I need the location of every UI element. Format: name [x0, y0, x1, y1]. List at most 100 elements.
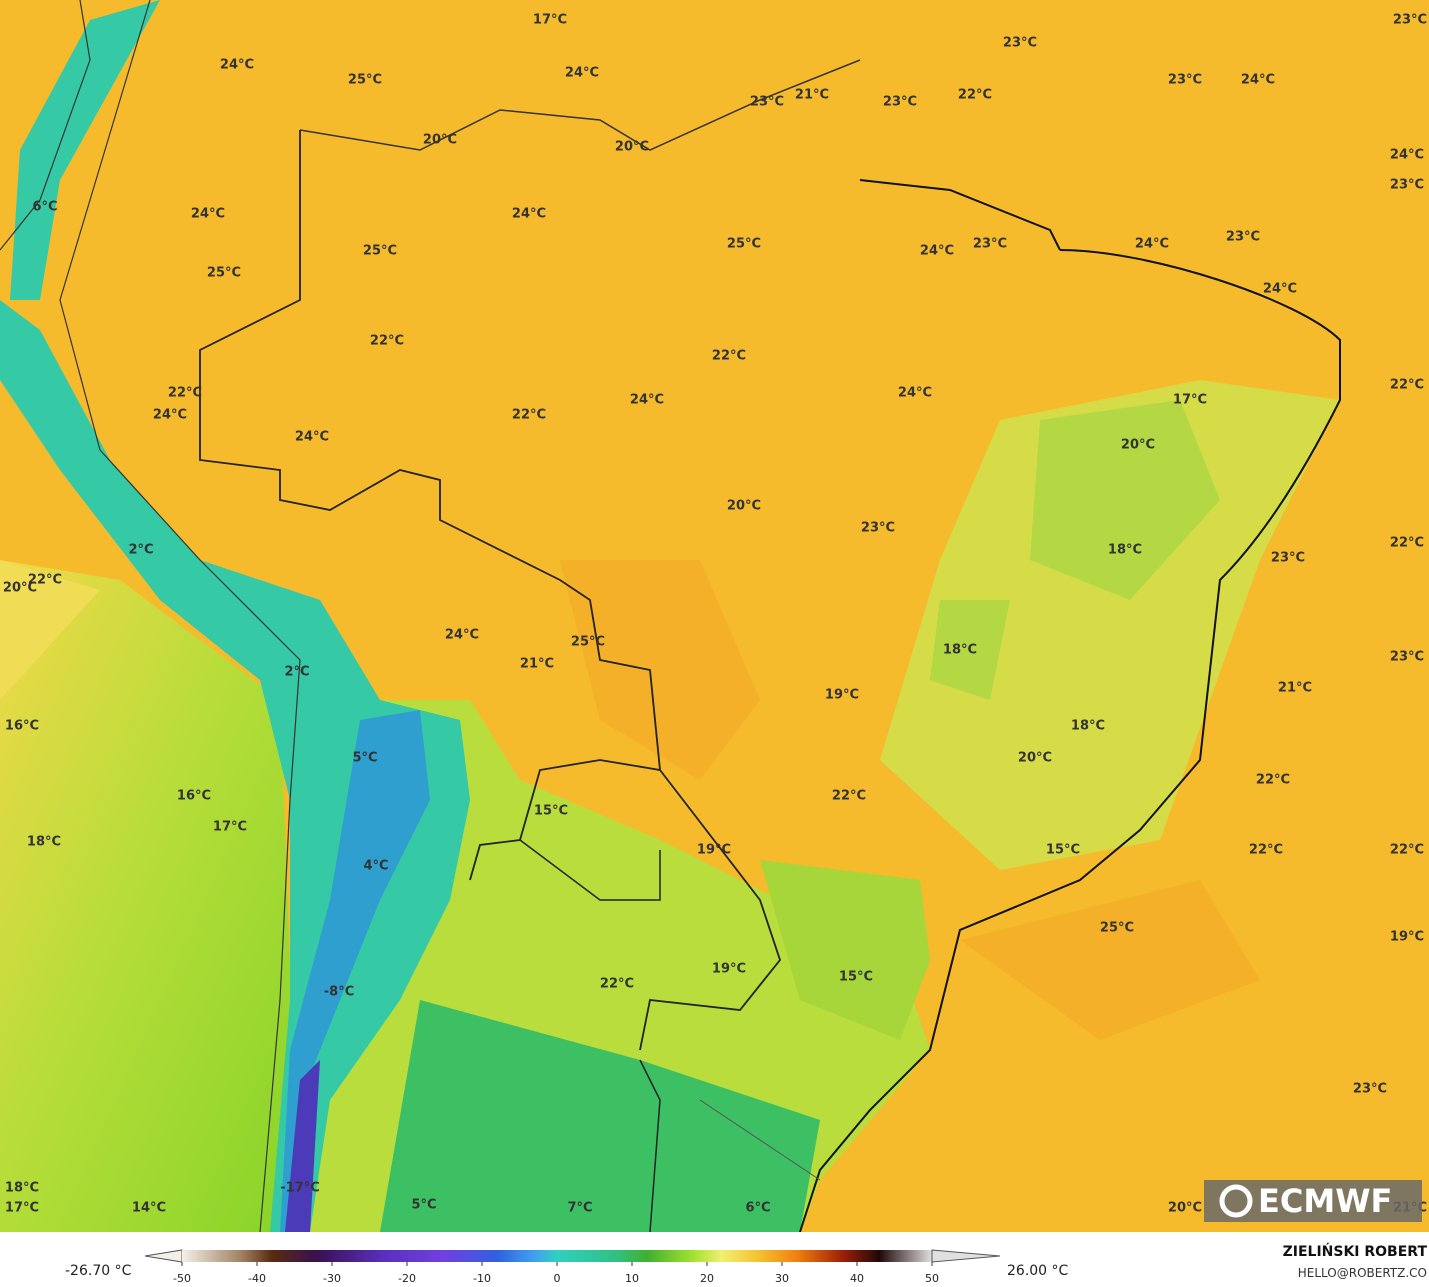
temperature-label: 22°C: [1256, 773, 1290, 788]
temperature-label: 24°C: [565, 66, 599, 81]
temperature-label: 17°C: [533, 13, 567, 28]
temperature-label: 24°C: [512, 207, 546, 222]
temperature-label: 23°C: [861, 521, 895, 536]
temperature-label: 19°C: [697, 843, 731, 858]
temperature-label: 23°C: [883, 95, 917, 110]
temperature-label: 16°C: [5, 719, 39, 734]
temperature-label: 23°C: [1390, 650, 1424, 665]
temperature-label: 24°C: [630, 393, 664, 408]
temperature-label: 18°C: [1108, 543, 1142, 558]
colorbar-tick-label: 30: [775, 1272, 789, 1285]
temperature-label: 22°C: [958, 88, 992, 103]
temperature-label: 22°C: [832, 789, 866, 804]
temperature-label: 23°C: [973, 237, 1007, 252]
colorbar-tick-label: -30: [323, 1272, 341, 1285]
temperature-label: 2°C: [128, 543, 153, 558]
temperature-label: 22°C: [600, 977, 634, 992]
temperature-label: 22°C: [1390, 843, 1424, 858]
temperature-label: 22°C: [370, 334, 404, 349]
temperature-label: 22°C: [168, 386, 202, 401]
temperature-label: 20°C: [3, 581, 37, 596]
temperature-label: 23°C: [1168, 73, 1202, 88]
temperature-label: 15°C: [839, 970, 873, 985]
temperature-label: 23°C: [1353, 1082, 1387, 1097]
temperature-label: 25°C: [348, 73, 382, 88]
temperature-label: 7°C: [567, 1201, 592, 1216]
temperature-label: 24°C: [1390, 148, 1424, 163]
temperature-label: 22°C: [1390, 378, 1424, 393]
temperature-label: 23°C: [750, 95, 784, 110]
temperature-label: 20°C: [1121, 438, 1155, 453]
temperature-label: 6°C: [32, 200, 57, 215]
temperature-label: 19°C: [712, 962, 746, 977]
temperature-label: 20°C: [727, 499, 761, 514]
temperature-label: 19°C: [825, 688, 859, 703]
temperature-label: 2°C: [284, 665, 309, 680]
temperature-label: 23°C: [1003, 36, 1037, 51]
temperature-label: 21°C: [795, 88, 829, 103]
colorbar-tick-label: 50: [925, 1272, 939, 1285]
temperature-label: -8°C: [324, 985, 354, 1000]
temperature-label: 4°C: [363, 859, 388, 874]
credit-email: HELLO@ROBERTZ.CO: [1298, 1266, 1427, 1280]
temperature-label: 25°C: [727, 237, 761, 252]
temperature-label: 17°C: [213, 820, 247, 835]
temperature-label: 18°C: [27, 835, 61, 850]
temperature-label: 14°C: [132, 1201, 166, 1216]
temperature-label: 22°C: [1390, 536, 1424, 551]
credit-name: ZIELIŃSKI ROBERT: [1283, 1242, 1428, 1260]
temperature-label: 24°C: [295, 430, 329, 445]
temperature-label: 16°C: [177, 789, 211, 804]
temperature-label: 22°C: [28, 573, 62, 588]
temperature-label: 18°C: [5, 1181, 39, 1196]
temperature-label: 20°C: [615, 140, 649, 155]
temperature-labels: 23°C 17°C 23°C 24°C 24°C 25°C 23°C 24°C 23°C 21°C…: [3, 13, 1427, 1216]
colorbar-tick-label: -50: [173, 1272, 191, 1285]
colorbar-min: -26.70 °C: [65, 1263, 132, 1279]
temperature-label: 24°C: [920, 244, 954, 259]
colorbar-tick-label: -20: [398, 1272, 416, 1285]
temperature-label: 18°C: [943, 643, 977, 658]
temperature-label: 24°C: [898, 386, 932, 401]
temperature-label: 20°C: [423, 133, 457, 148]
map-background: [0, 0, 1429, 1233]
colorbar-tick-label: -10: [473, 1272, 491, 1285]
colorbar-max: 26.00 °C: [1007, 1263, 1069, 1279]
colorbar-tick-label: 10: [625, 1272, 639, 1285]
temperature-label: 23°C: [1271, 551, 1305, 566]
colorbar-tick-label: -40: [248, 1272, 266, 1285]
logo-icon: [1219, 1184, 1253, 1218]
temperature-label: 24°C: [191, 207, 225, 222]
temperature-label: 15°C: [1046, 843, 1080, 858]
temperature-label: 25°C: [363, 244, 397, 259]
temperature-label: 20°C: [1168, 1201, 1202, 1216]
temperature-label: 21°C: [1278, 681, 1312, 696]
temperature-label: 24°C: [445, 628, 479, 643]
temperature-label: 20°C: [1018, 751, 1052, 766]
temperature-label: 23°C: [1390, 178, 1424, 193]
temperature-label: 15°C: [534, 804, 568, 819]
temperature-label: 24°C: [1135, 237, 1169, 252]
temperature-label: 24°C: [1241, 73, 1275, 88]
temperature-label: 21°C: [520, 657, 554, 672]
temperature-label: 19°C: [1390, 930, 1424, 945]
temperature-label: 23°C: [1393, 13, 1427, 28]
temperature-label: 25°C: [1100, 921, 1134, 936]
temperature-label: 22°C: [712, 349, 746, 364]
temperature-label: 5°C: [411, 1198, 436, 1213]
temperature-label: 17°C: [5, 1201, 39, 1216]
temperature-label: 25°C: [571, 635, 605, 650]
temperature-label: 17°C: [1173, 393, 1207, 408]
temperature-label: 22°C: [1249, 843, 1283, 858]
temperature-label: 18°C: [1071, 719, 1105, 734]
colorbar-high-end: [931, 1249, 1001, 1263]
logo: ECMWF: [1204, 1180, 1422, 1222]
colorbar-tick-label: 0: [554, 1272, 561, 1285]
temperature-label: 24°C: [153, 408, 187, 423]
temperature-label: 5°C: [352, 751, 377, 766]
colorbar: [182, 1250, 932, 1262]
temperature-label: 22°C: [512, 408, 546, 423]
temperature-label: 24°C: [220, 58, 254, 73]
temperature-label: -17°C: [280, 1181, 320, 1196]
temperature-label: 6°C: [745, 1201, 770, 1216]
